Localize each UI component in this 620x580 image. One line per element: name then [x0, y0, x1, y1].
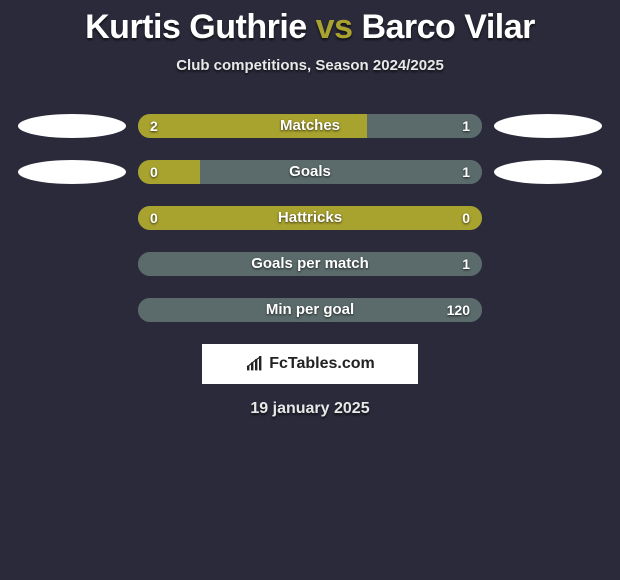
stat-label: Matches: [138, 114, 482, 138]
right-pill: [494, 114, 602, 138]
left-pill: [18, 160, 126, 184]
bar-chart-icon: [245, 356, 265, 372]
stat-bar: 01Goals: [138, 160, 482, 184]
stat-label: Goals: [138, 160, 482, 184]
stat-row: 21Matches: [0, 114, 620, 138]
page-title: Kurtis Guthrie vs Barco Vilar: [0, 0, 620, 47]
stat-bar: 1Goals per match: [138, 252, 482, 276]
right-pill: [494, 160, 602, 184]
stat-row: 120Min per goal: [0, 298, 620, 322]
stat-label: Min per goal: [138, 298, 482, 322]
brand-box: FcTables.com: [202, 344, 418, 384]
stat-rows: 21Matches 01Goals 00Hattricks 1Goals per ma…: [0, 114, 620, 322]
stat-row: 01Goals: [0, 160, 620, 184]
brand-text: FcTables.com: [269, 355, 375, 373]
stat-row: 00Hattricks: [0, 206, 620, 230]
title-player1: Kurtis Guthrie: [85, 8, 307, 46]
title-player2: Barco Vilar: [361, 8, 534, 46]
stat-bar: 120Min per goal: [138, 298, 482, 322]
left-pill: [18, 114, 126, 138]
stat-label: Hattricks: [138, 206, 482, 230]
stat-row: 1Goals per match: [0, 252, 620, 276]
stat-bar: 00Hattricks: [138, 206, 482, 230]
date-text: 19 january 2025: [0, 400, 620, 418]
title-vs: vs: [316, 8, 353, 46]
subtitle: Club competitions, Season 2024/2025: [0, 57, 620, 74]
stat-bar: 21Matches: [138, 114, 482, 138]
comparison-infographic: Kurtis Guthrie vs Barco Vilar Club compe…: [0, 0, 620, 580]
stat-label: Goals per match: [138, 252, 482, 276]
